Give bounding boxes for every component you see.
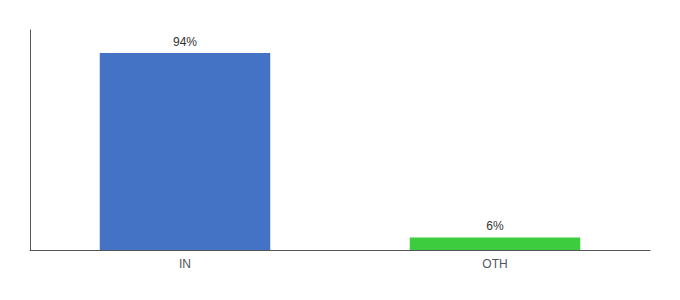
svg-text:OTH: OTH: [482, 257, 507, 271]
svg-text:94%: 94%: [173, 35, 197, 49]
svg-text:IN: IN: [179, 257, 191, 271]
svg-text:6%: 6%: [486, 219, 504, 233]
